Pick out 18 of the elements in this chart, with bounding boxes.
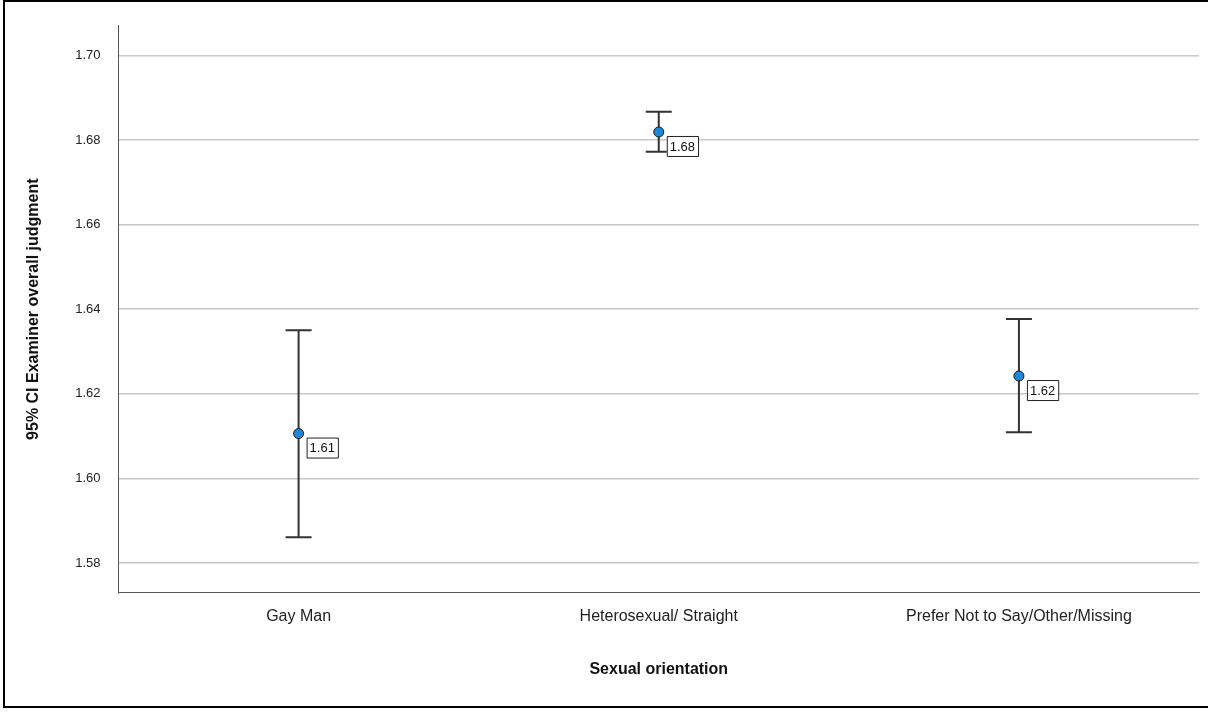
y-tick-label: 1.70 — [75, 46, 101, 62]
point — [1013, 370, 1025, 382]
x-tick-label: Gay Man — [266, 606, 332, 624]
data-label: 1.61 — [309, 440, 335, 456]
y-tick-label: 1.68 — [75, 131, 101, 147]
data-label: 1.62 — [1029, 382, 1056, 398]
y-tick-label: 1.62 — [75, 385, 101, 401]
x-axis-title: Sexual orientation — [589, 659, 729, 677]
x-tick-label: Prefer Not to Say/Other/Missing — [905, 606, 1132, 624]
y-tick-label: 1.60 — [75, 469, 101, 485]
y-axis-title: 95% CI Examiner overall judgment — [24, 177, 42, 440]
point — [653, 126, 665, 138]
data-label: 1.68 — [669, 138, 696, 154]
y-tick-label: 1.58 — [75, 554, 101, 570]
point — [293, 428, 305, 440]
y-tick-label: 1.66 — [75, 216, 101, 232]
y-tick-label: 1.64 — [75, 300, 101, 316]
x-tick-label: Heterosexual/ Straight — [579, 606, 739, 624]
